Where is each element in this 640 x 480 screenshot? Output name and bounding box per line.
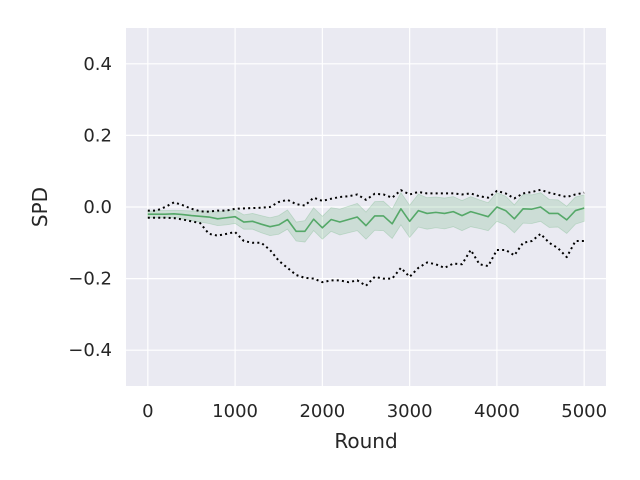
x-axis-label: Round: [334, 429, 397, 453]
x-tick-label: 0: [142, 401, 153, 422]
y-tick-label: 0.4: [83, 54, 112, 75]
y-tick-labels: −0.4 −0.2 0.0 0.2 0.4: [68, 54, 112, 361]
confidence-band: [147, 191, 585, 243]
y-tick-label: 0.0: [83, 197, 112, 218]
y-tick-label: −0.4: [68, 340, 112, 361]
x-tick-labels: 0 1000 2000 3000 4000 5000: [142, 401, 607, 422]
y-tick-label: 0.2: [83, 125, 112, 146]
x-tick-label: 1000: [212, 401, 258, 422]
max-line: [147, 188, 585, 213]
mean-line: [147, 206, 585, 233]
x-tick-label: 4000: [474, 401, 520, 422]
grid: [126, 28, 606, 386]
y-tick-label: −0.2: [68, 269, 112, 290]
min-line: [147, 216, 585, 287]
x-tick-label: 3000: [387, 401, 433, 422]
x-tick-label: 2000: [299, 401, 345, 422]
chart-marks: [147, 188, 585, 287]
x-tick-label: 5000: [561, 401, 607, 422]
y-axis-label: SPD: [28, 187, 52, 227]
